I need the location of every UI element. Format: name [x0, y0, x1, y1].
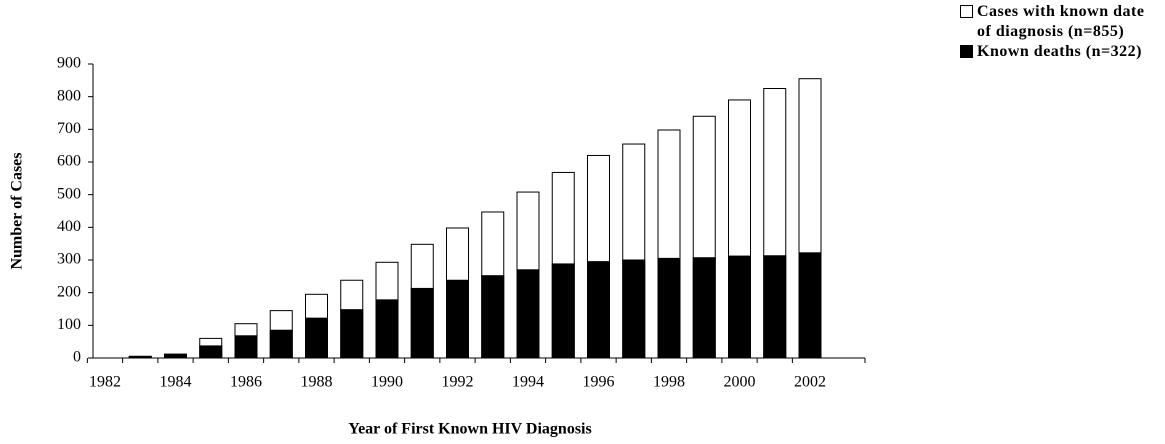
legend: Cases with known date of diagnosis (n=85…	[960, 2, 1160, 62]
bar	[340, 309, 364, 359]
bar	[375, 299, 399, 359]
x-tick-label: 1998	[653, 374, 685, 391]
bar	[692, 257, 716, 359]
bar	[269, 329, 293, 359]
legend-label: Cases with known date of diagnosis (n=85…	[977, 3, 1145, 40]
x-tick-label: 1996	[583, 374, 615, 391]
y-tick-label: 600	[57, 153, 81, 170]
y-tick-label: 800	[57, 87, 81, 104]
bar	[199, 345, 223, 359]
x-tick-label: 1984	[160, 374, 192, 391]
bar	[234, 335, 258, 359]
bar	[728, 255, 751, 359]
legend-swatch	[960, 45, 973, 58]
legend-swatch	[960, 5, 973, 18]
y-tick-label: 300	[57, 251, 81, 268]
x-tick-label: 1992	[442, 374, 474, 391]
y-tick-label: 500	[57, 185, 81, 202]
x-tick-label: 1994	[512, 374, 544, 391]
y-tick-label: 100	[57, 316, 81, 333]
bar	[763, 255, 787, 359]
x-tick-label: 2000	[724, 374, 756, 391]
y-axis-label: Number of Cases	[9, 152, 26, 269]
bar	[622, 259, 646, 359]
bar	[551, 263, 575, 359]
legend-label: Known deaths (n=322)	[977, 43, 1142, 60]
bar	[305, 317, 328, 359]
x-tick-label: 2002	[794, 374, 826, 391]
bar	[657, 257, 681, 359]
legend-item: Cases with known date of diagnosis (n=85…	[960, 2, 1160, 42]
y-tick-label: 400	[57, 218, 81, 235]
bar	[587, 261, 610, 359]
x-tick-label: 1990	[371, 374, 403, 391]
bar	[481, 275, 505, 359]
x-tick-label: 1986	[230, 374, 262, 391]
bar	[164, 354, 187, 359]
bar	[798, 252, 822, 359]
x-tick-label: 1988	[301, 374, 333, 391]
y-tick-label: 0	[73, 349, 81, 366]
x-tick-label: 1982	[89, 374, 121, 391]
legend-item: Known deaths (n=322)	[960, 42, 1160, 62]
y-tick-label: 900	[57, 55, 81, 72]
bar	[446, 279, 469, 359]
x-axis-label: Year of First Known HIV Diagnosis	[348, 421, 591, 438]
y-tick-label: 700	[57, 120, 81, 137]
bar	[410, 287, 434, 359]
y-tick-label: 200	[57, 283, 81, 300]
bar	[516, 269, 540, 359]
bar	[128, 355, 152, 359]
